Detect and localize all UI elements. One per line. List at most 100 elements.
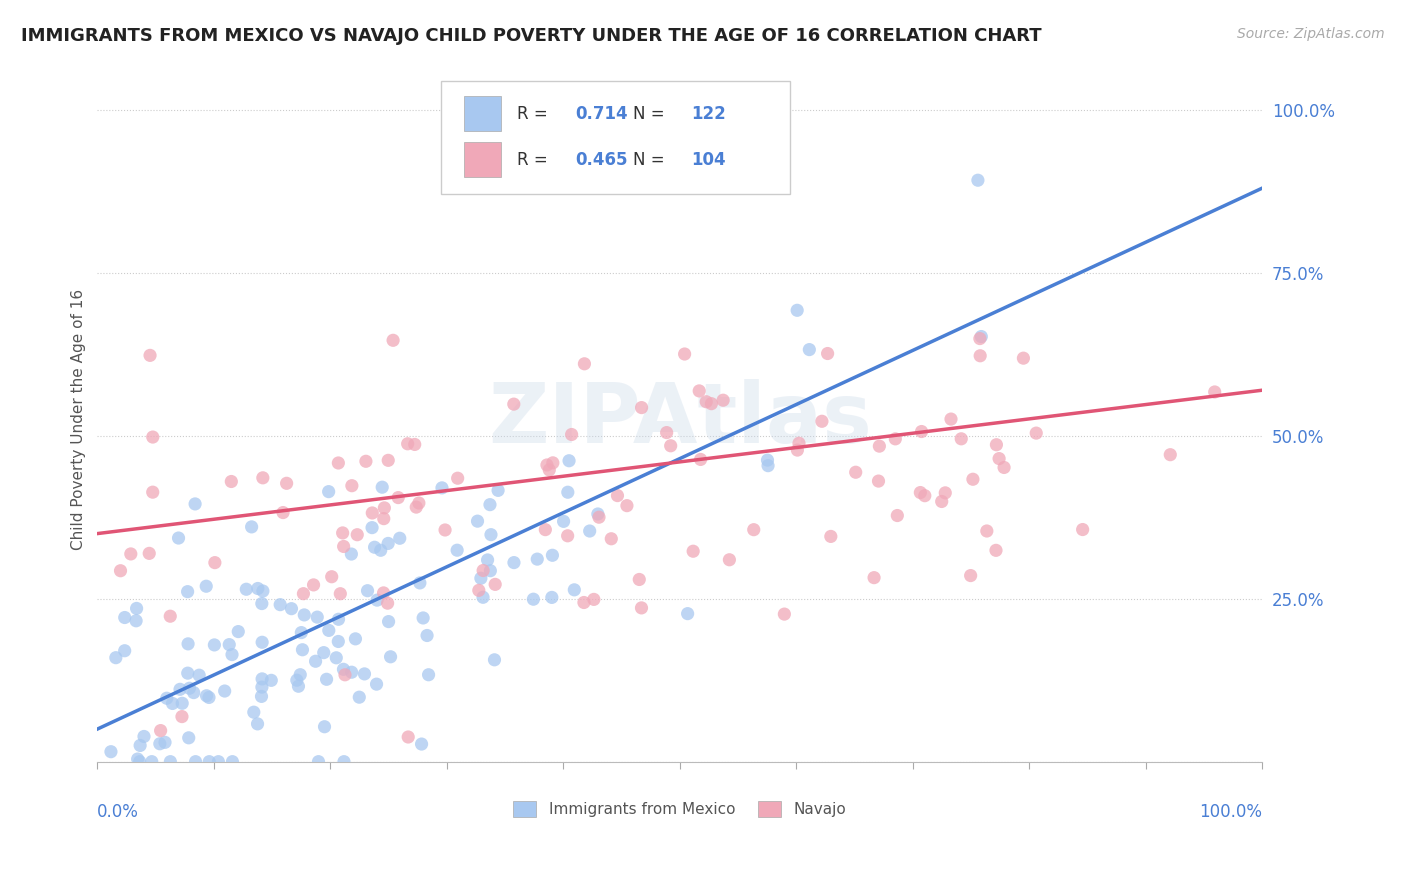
- FancyBboxPatch shape: [464, 96, 502, 131]
- Point: [114, 610, 136, 624]
- Point: [558, 454, 581, 468]
- Point: [292, 587, 315, 601]
- Point: [125, 601, 148, 615]
- Point: [382, 334, 405, 348]
- Point: [536, 458, 558, 472]
- Text: R =: R =: [516, 104, 553, 123]
- Point: [221, 648, 243, 662]
- Point: [673, 347, 696, 361]
- Point: [169, 682, 191, 697]
- Point: [142, 485, 165, 500]
- Point: [159, 609, 181, 624]
- Point: [127, 752, 149, 766]
- Point: [100, 745, 122, 759]
- Point: [176, 584, 198, 599]
- Point: [159, 755, 181, 769]
- Point: [756, 458, 779, 473]
- Point: [447, 471, 470, 485]
- Point: [120, 547, 142, 561]
- Point: [502, 397, 524, 411]
- Point: [411, 737, 433, 751]
- Point: [541, 591, 564, 605]
- Point: [845, 465, 868, 479]
- Text: 0.0%: 0.0%: [97, 803, 139, 821]
- Point: [138, 546, 160, 560]
- Point: [361, 506, 384, 520]
- Point: [970, 329, 993, 343]
- Point: [240, 520, 263, 534]
- Text: 100.0%: 100.0%: [1199, 803, 1263, 821]
- Point: [202, 638, 225, 652]
- Point: [479, 527, 502, 541]
- Point: [328, 456, 350, 470]
- Point: [939, 412, 962, 426]
- Point: [886, 508, 908, 523]
- Point: [409, 575, 432, 590]
- Point: [773, 607, 796, 621]
- Point: [931, 494, 953, 508]
- Point: [114, 644, 136, 658]
- Point: [1071, 523, 1094, 537]
- Point: [377, 536, 399, 550]
- Point: [314, 720, 336, 734]
- Point: [280, 601, 302, 615]
- Point: [149, 723, 172, 738]
- Point: [276, 476, 298, 491]
- Point: [170, 709, 193, 723]
- Point: [868, 474, 890, 488]
- Point: [370, 543, 392, 558]
- Point: [478, 498, 501, 512]
- Point: [195, 579, 218, 593]
- Point: [142, 430, 165, 444]
- Point: [396, 437, 419, 451]
- Point: [817, 346, 839, 360]
- Point: [412, 611, 434, 625]
- Point: [340, 665, 363, 680]
- Point: [184, 497, 207, 511]
- Point: [235, 582, 257, 597]
- Point: [125, 614, 148, 628]
- Point: [129, 739, 152, 753]
- Point: [561, 427, 583, 442]
- Point: [538, 463, 561, 477]
- Point: [479, 564, 502, 578]
- Point: [132, 730, 155, 744]
- Point: [396, 730, 419, 744]
- Text: N =: N =: [633, 151, 671, 169]
- Point: [630, 600, 652, 615]
- Point: [333, 667, 356, 681]
- Point: [373, 511, 395, 525]
- Point: [787, 436, 810, 450]
- Point: [332, 525, 354, 540]
- Point: [250, 680, 273, 694]
- Point: [934, 486, 956, 500]
- Point: [588, 510, 610, 524]
- Point: [868, 439, 890, 453]
- Point: [285, 673, 308, 688]
- Point: [218, 638, 240, 652]
- Point: [292, 607, 315, 622]
- Point: [586, 507, 609, 521]
- Point: [172, 696, 194, 710]
- Point: [600, 532, 623, 546]
- Point: [226, 624, 249, 639]
- Point: [742, 523, 765, 537]
- Point: [503, 556, 526, 570]
- Point: [332, 540, 354, 554]
- Point: [366, 593, 388, 607]
- Point: [1025, 426, 1047, 441]
- Text: R =: R =: [516, 151, 553, 169]
- Point: [993, 460, 1015, 475]
- Point: [434, 523, 457, 537]
- Point: [315, 673, 337, 687]
- Text: ZIPAtlas: ZIPAtlas: [488, 379, 872, 460]
- Point: [325, 650, 347, 665]
- Point: [628, 573, 651, 587]
- Point: [630, 401, 652, 415]
- Point: [291, 642, 314, 657]
- Y-axis label: Child Poverty Under the Age of 16: Child Poverty Under the Age of 16: [72, 289, 86, 550]
- Point: [718, 553, 741, 567]
- Point: [156, 691, 179, 706]
- Point: [786, 303, 808, 318]
- FancyBboxPatch shape: [441, 81, 790, 194]
